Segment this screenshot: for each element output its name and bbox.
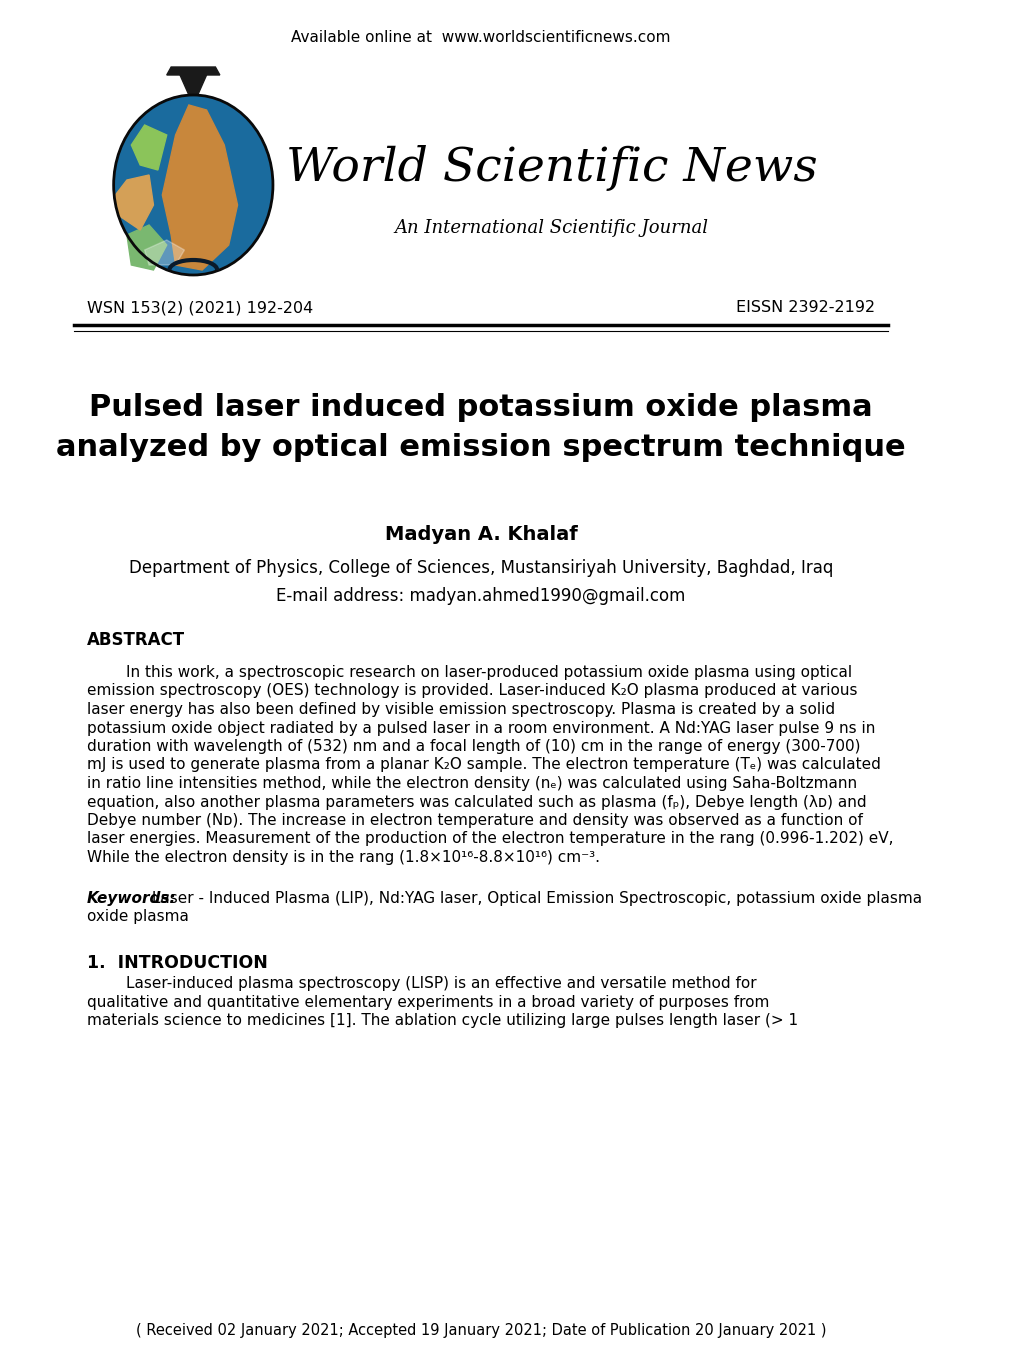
Text: 1.  INTRODUCTION: 1. INTRODUCTION [87, 953, 268, 972]
Text: oxide plasma: oxide plasma [87, 908, 189, 923]
Polygon shape [166, 67, 220, 75]
Text: Pulsed laser induced potassium oxide plasma: Pulsed laser induced potassium oxide pla… [89, 393, 872, 423]
Text: laser energy has also been defined by visible emission spectroscopy. Plasma is c: laser energy has also been defined by vi… [87, 702, 835, 717]
Polygon shape [115, 175, 153, 230]
Text: equation, also another plasma parameters was calculated such as plasma (fₚ), Deb: equation, also another plasma parameters… [87, 794, 866, 809]
Text: qualitative and quantitative elementary experiments in a broad variety of purpos: qualitative and quantitative elementary … [87, 994, 768, 1009]
Text: While the electron density is in the rang (1.8×10¹⁶-8.8×10¹⁶) cm⁻³.: While the electron density is in the ran… [87, 850, 599, 865]
Text: duration with wavelength of (532) nm and a focal length of (10) cm in the range : duration with wavelength of (532) nm and… [87, 738, 860, 753]
Text: materials science to medicines [1]. The ablation cycle utilizing large pulses le: materials science to medicines [1]. The … [87, 1013, 798, 1028]
Text: World Scientific News: World Scientific News [285, 146, 817, 190]
Polygon shape [145, 239, 184, 265]
Circle shape [113, 95, 273, 275]
Text: An International Scientific Journal: An International Scientific Journal [394, 219, 708, 237]
Text: Laser - Induced Plasma (LIP), Nd:YAG laser, Optical Emission Spectroscopic, pota: Laser - Induced Plasma (LIP), Nd:YAG las… [147, 891, 921, 906]
Text: E-mail address: madyan.ahmed1990@gmail.com: E-mail address: madyan.ahmed1990@gmail.c… [276, 588, 685, 605]
Polygon shape [162, 105, 237, 271]
Text: Madyan A. Khalaf: Madyan A. Khalaf [384, 525, 577, 544]
Text: emission spectroscopy (OES) technology is provided. Laser-induced K₂O plasma pro: emission spectroscopy (OES) technology i… [87, 684, 857, 699]
Text: ( Received 02 January 2021; Accepted 19 January 2021; Date of Publication 20 Jan: ( Received 02 January 2021; Accepted 19 … [136, 1322, 825, 1337]
Text: Department of Physics, College of Sciences, Mustansiriyah University, Baghdad, I: Department of Physics, College of Scienc… [128, 559, 833, 577]
Text: EISSN 2392-2192: EISSN 2392-2192 [735, 301, 874, 316]
Text: Debye number (Nᴅ). The increase in electron temperature and density was observed: Debye number (Nᴅ). The increase in elect… [87, 813, 862, 828]
Text: Keywords:: Keywords: [87, 891, 176, 906]
Text: ABSTRACT: ABSTRACT [87, 631, 185, 649]
Text: analyzed by optical emission spectrum technique: analyzed by optical emission spectrum te… [56, 434, 905, 462]
Polygon shape [126, 224, 166, 271]
Text: In this work, a spectroscopic research on laser-produced potassium oxide plasma : In this work, a spectroscopic research o… [87, 665, 852, 680]
Text: in ratio line intensities method, while the electron density (nₑ) was calculated: in ratio line intensities method, while … [87, 777, 856, 792]
Polygon shape [131, 125, 166, 170]
Text: laser energies. Measurement of the production of the electron temperature in the: laser energies. Measurement of the produ… [87, 831, 893, 846]
Text: Available online at  www.worldscientificnews.com: Available online at www.worldscientificn… [290, 30, 671, 45]
Text: Laser-induced plasma spectroscopy (LISP) is an effective and versatile method fo: Laser-induced plasma spectroscopy (LISP)… [87, 976, 756, 991]
Text: potassium oxide object radiated by a pulsed laser in a room environment. A Nd:YA: potassium oxide object radiated by a pul… [87, 721, 874, 736]
Text: mJ is used to generate plasma from a planar K₂O sample. The electron temperature: mJ is used to generate plasma from a pla… [87, 758, 880, 772]
Polygon shape [179, 75, 207, 95]
Text: WSN 153(2) (2021) 192-204: WSN 153(2) (2021) 192-204 [87, 301, 313, 316]
